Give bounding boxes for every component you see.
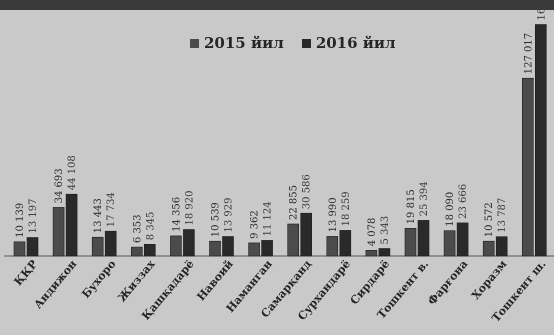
bar-2016-3 <box>144 244 156 257</box>
bar-2016-10 <box>417 220 430 257</box>
data-label-2015-4: 14 356 <box>171 197 182 232</box>
top-border <box>0 0 554 10</box>
data-label-2015-13: 127 017 <box>523 33 534 74</box>
data-label-2016-3: 8 345 <box>145 212 156 241</box>
data-label-2015-3: 6 353 <box>132 214 143 243</box>
data-label-2015-1: 34 693 <box>54 168 65 203</box>
bar-2015-6 <box>248 242 260 257</box>
data-label-2016-1: 44 108 <box>67 155 78 190</box>
bar-2016-2 <box>104 230 117 257</box>
bar-2016-6 <box>261 240 273 257</box>
legend-item-2016: 2016 йил <box>301 34 396 52</box>
data-label-2015-9: 4 078 <box>367 218 378 247</box>
legend: 2015 йил 2016 йил <box>190 34 396 52</box>
bar-2016-8 <box>339 230 352 257</box>
data-label-2015-7: 22 855 <box>289 185 300 220</box>
data-label-2015-10: 19 815 <box>406 189 417 224</box>
bar-2016-7 <box>300 212 313 257</box>
bar-2016-11 <box>456 222 469 257</box>
bar-2015-1 <box>52 207 65 257</box>
data-label-2016-13: 165 370 <box>536 0 547 21</box>
data-label-2016-2: 17 734 <box>106 192 117 227</box>
bar-2015-12 <box>482 240 495 257</box>
bar-2016-1 <box>65 193 78 257</box>
data-label-2016-5: 13 929 <box>224 198 235 233</box>
bar-2016-0 <box>26 237 39 257</box>
data-label-2016-6: 11 124 <box>263 201 274 236</box>
legend-label-2016: 2016 йил <box>315 34 396 52</box>
bar-2015-3 <box>131 246 143 257</box>
data-label-2016-0: 13 197 <box>28 199 39 234</box>
bar-2015-2 <box>91 236 104 257</box>
data-label-2015-8: 13 990 <box>328 197 339 232</box>
bar-2015-0 <box>13 241 26 257</box>
bar-2015-8 <box>326 236 339 257</box>
bar-2015-4 <box>170 235 182 257</box>
data-label-2016-11: 23 666 <box>458 184 469 219</box>
legend-swatch-2015 <box>190 38 199 48</box>
data-label-2015-2: 13 443 <box>93 198 104 233</box>
legend-label-2015: 2015 йил <box>204 34 284 52</box>
data-label-2016-9: 5 343 <box>380 216 391 245</box>
data-label-2015-0: 10 139 <box>15 203 26 238</box>
bar-2016-9 <box>378 248 391 257</box>
bar-2015-5 <box>209 240 221 257</box>
data-label-2016-8: 18 259 <box>341 191 352 226</box>
bar-2016-12 <box>495 236 508 257</box>
legend-swatch-2016 <box>301 38 311 48</box>
bar-2016-13 <box>534 24 547 257</box>
bar-2015-7 <box>287 223 300 257</box>
bar-2016-4 <box>183 229 195 257</box>
data-label-2015-5: 10 539 <box>211 202 222 237</box>
data-label-2015-12: 10 572 <box>484 202 495 237</box>
bar-2016-5 <box>222 236 234 257</box>
data-label-2016-10: 25 394 <box>419 181 430 216</box>
bar-2015-9 <box>365 250 378 257</box>
data-label-2016-4: 18 920 <box>184 191 195 226</box>
legend-item-2015: 2015 йил <box>190 34 284 52</box>
data-label-2015-11: 18 090 <box>445 192 456 227</box>
bar-2015-11 <box>443 230 456 257</box>
data-label-2016-12: 13 787 <box>497 198 508 233</box>
bar-2015-13 <box>521 77 534 257</box>
data-label-2016-7: 30 586 <box>302 174 313 209</box>
bar-2015-10 <box>404 228 417 257</box>
data-label-2015-6: 9 362 <box>250 210 261 239</box>
